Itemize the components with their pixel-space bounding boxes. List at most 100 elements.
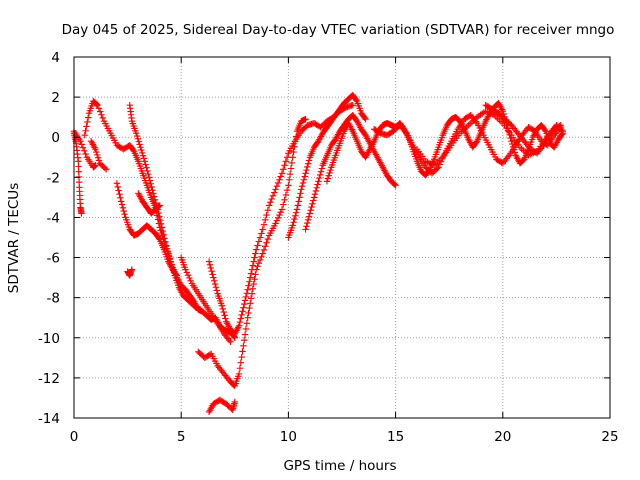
data-point xyxy=(276,176,283,183)
data-point xyxy=(218,302,226,309)
data-point xyxy=(148,183,155,191)
data-point xyxy=(282,191,290,199)
data-point xyxy=(208,267,215,275)
data-point xyxy=(263,239,270,246)
data-point xyxy=(182,266,189,273)
data-point xyxy=(162,238,169,246)
data-points xyxy=(70,91,567,416)
data-point xyxy=(213,287,220,294)
series-track-f xyxy=(124,266,136,279)
data-point xyxy=(558,126,565,134)
data-point xyxy=(221,312,228,319)
data-point xyxy=(140,155,148,162)
data-point xyxy=(250,280,257,288)
data-point xyxy=(293,206,301,213)
data-point xyxy=(93,151,101,159)
y-tick-label: -14 xyxy=(38,411,60,427)
data-point xyxy=(254,263,261,270)
data-point xyxy=(273,182,281,190)
data-point xyxy=(286,170,294,178)
data-point xyxy=(78,141,85,148)
y-tick-labels: -14 -12 -10 -8 -6 -4 -2 0 2 4 xyxy=(38,50,60,427)
data-point xyxy=(235,370,243,378)
data-point xyxy=(256,256,264,264)
data-point xyxy=(298,182,306,190)
series-track-m xyxy=(285,91,369,241)
series-track-i xyxy=(178,254,234,345)
data-point xyxy=(78,210,85,217)
data-point xyxy=(294,202,302,209)
data-point xyxy=(156,213,163,220)
data-point xyxy=(282,158,290,165)
data-point xyxy=(143,164,150,171)
data-point xyxy=(144,170,152,178)
data-point xyxy=(79,144,87,151)
y-tick-label: -10 xyxy=(38,331,60,347)
data-point xyxy=(298,186,305,193)
data-point xyxy=(252,250,259,257)
data-point xyxy=(211,277,218,285)
data-point xyxy=(290,219,297,226)
data-point xyxy=(255,259,263,267)
data-point xyxy=(288,159,296,167)
data-point xyxy=(302,226,309,233)
data-point xyxy=(81,132,88,139)
data-point xyxy=(252,271,259,278)
data-point xyxy=(556,122,563,130)
y-tick-label: -2 xyxy=(47,170,60,186)
data-point xyxy=(246,304,253,312)
data-point xyxy=(240,342,247,349)
data-point xyxy=(241,300,248,308)
data-point xyxy=(299,179,307,187)
data-point xyxy=(147,180,154,187)
data-point xyxy=(205,258,213,265)
data-point xyxy=(135,138,142,145)
x-tick-label: 25 xyxy=(601,429,618,445)
data-point xyxy=(304,160,312,167)
data-point xyxy=(134,135,142,143)
data-point xyxy=(118,201,126,208)
data-point xyxy=(239,308,246,315)
data-point xyxy=(245,282,252,289)
data-point xyxy=(391,181,398,188)
x-tick-labels: 0 5 10 15 20 25 xyxy=(70,429,619,445)
data-point xyxy=(94,101,101,109)
data-point xyxy=(280,201,287,208)
data-point xyxy=(241,331,249,338)
data-point xyxy=(170,269,178,276)
data-point xyxy=(92,146,99,153)
data-point xyxy=(247,295,255,302)
data-point xyxy=(317,168,325,175)
data-point xyxy=(248,266,256,273)
data-point xyxy=(505,128,513,135)
x-tick-label: 20 xyxy=(494,429,511,445)
data-point xyxy=(281,196,288,203)
data-point xyxy=(325,172,332,179)
data-point xyxy=(169,266,177,274)
data-point xyxy=(274,214,282,222)
data-point xyxy=(290,148,297,156)
data-point xyxy=(206,261,214,268)
data-point xyxy=(157,220,165,228)
data-point xyxy=(235,322,243,329)
data-point xyxy=(168,263,176,271)
data-point xyxy=(241,297,249,304)
series-track-j xyxy=(195,115,309,390)
data-point xyxy=(227,338,234,345)
data-point xyxy=(327,166,334,174)
data-point xyxy=(308,203,315,211)
data-point xyxy=(96,108,104,115)
data-point xyxy=(305,157,313,164)
data-point xyxy=(352,96,360,104)
data-point xyxy=(212,284,220,291)
data-point xyxy=(285,182,292,189)
data-point xyxy=(155,209,162,217)
data-point xyxy=(244,286,251,293)
data-point xyxy=(220,308,227,316)
data-point xyxy=(136,141,143,148)
data-point xyxy=(155,235,163,242)
data-point xyxy=(245,309,252,317)
series-track-d xyxy=(87,138,110,173)
data-point xyxy=(166,255,173,262)
